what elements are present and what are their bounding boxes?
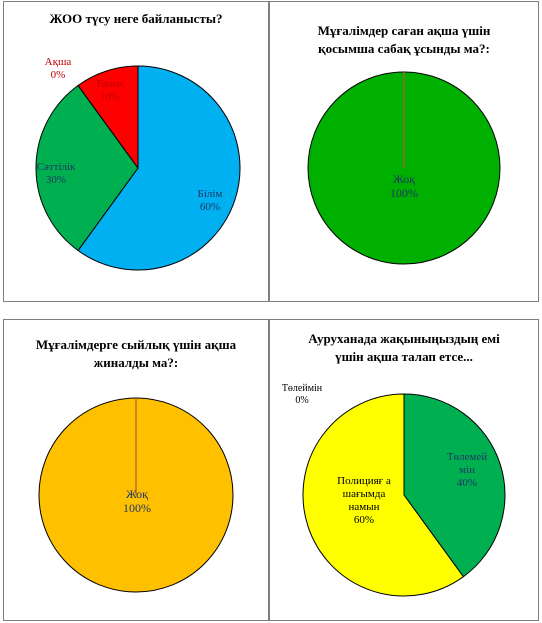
pie-slice-1 xyxy=(35,84,139,252)
pie-slice-0 xyxy=(77,65,241,271)
chart-panel-4: Ауруханада жақыныңыздың емі үшін ақша та… xyxy=(269,319,539,621)
pie-chart xyxy=(302,393,506,597)
slice-label-name: Полицияғ а шағымда намын xyxy=(337,475,391,513)
slice-label-pct: 60% xyxy=(199,201,221,213)
slice-label: Білім 60% xyxy=(190,188,230,214)
chart-title: Ауруханада жақыныңыздың емі үшін ақша та… xyxy=(308,331,500,364)
pie-chart xyxy=(307,71,501,265)
chart-panel-3: Мұғалімдерге сыйлық үшін ақша жиналды ма… xyxy=(3,319,269,621)
slice-label-pct: 60% xyxy=(353,514,375,526)
slice-label: Төлеймін 0% xyxy=(274,383,330,407)
slice-label-pct: 0% xyxy=(295,395,309,406)
slice-label-name: Төлемей мін xyxy=(446,451,488,476)
slice-label-pct: 10% xyxy=(99,91,121,103)
slice-label-name: Жоқ xyxy=(393,172,415,186)
slice-label-pct: 100% xyxy=(390,186,418,200)
pie-chart xyxy=(38,397,234,593)
chart-title: Мұғалімдерге сыйлық үшін ақша жиналды ма… xyxy=(35,337,237,370)
slice-label: Жоқ 100% xyxy=(380,172,428,200)
slice-label: Сәттілік 30% xyxy=(28,161,84,187)
chart-panel-2: Мұғалімдер саған ақша үшін қосымша сабақ… xyxy=(269,1,539,302)
slice-label-pct: 0% xyxy=(50,69,66,81)
pie-slice-0 xyxy=(403,393,506,578)
slice-label-name: Төлеймін xyxy=(281,383,323,394)
chart-title: ЖОО түсу неге байланысты? xyxy=(49,11,223,26)
chart-title: Мұғалімдер саған ақша үшін қосымша сабақ… xyxy=(317,23,491,56)
slice-label-pct: 30% xyxy=(45,174,67,186)
chart-panel-1: ЖОО түсу неге байланысты? Білім 60% Сәтт… xyxy=(3,1,269,302)
slice-label-pct: 40% xyxy=(456,477,478,489)
slice-label: Полицияғ а шағымда намын 60% xyxy=(334,475,394,527)
slice-label-pct: 100% xyxy=(123,501,151,515)
slice-label-name: Білім xyxy=(197,188,223,200)
pie-chart xyxy=(35,65,241,271)
slice-label: Таныс 10% xyxy=(88,78,132,104)
slice-label-name: Сәттілік xyxy=(36,161,76,173)
pie-slice-1 xyxy=(302,393,465,597)
slice-label-name: Ақша xyxy=(44,56,72,68)
slice-label: Төлемей мін 40% xyxy=(440,451,494,490)
slice-label: Жоқ 100% xyxy=(113,487,161,515)
slice-label: Ақша 0% xyxy=(36,56,80,82)
pie-slice-3 xyxy=(77,65,139,170)
slice-label-name: Таныс xyxy=(95,78,125,90)
slice-label-name: Жоқ xyxy=(126,487,148,501)
